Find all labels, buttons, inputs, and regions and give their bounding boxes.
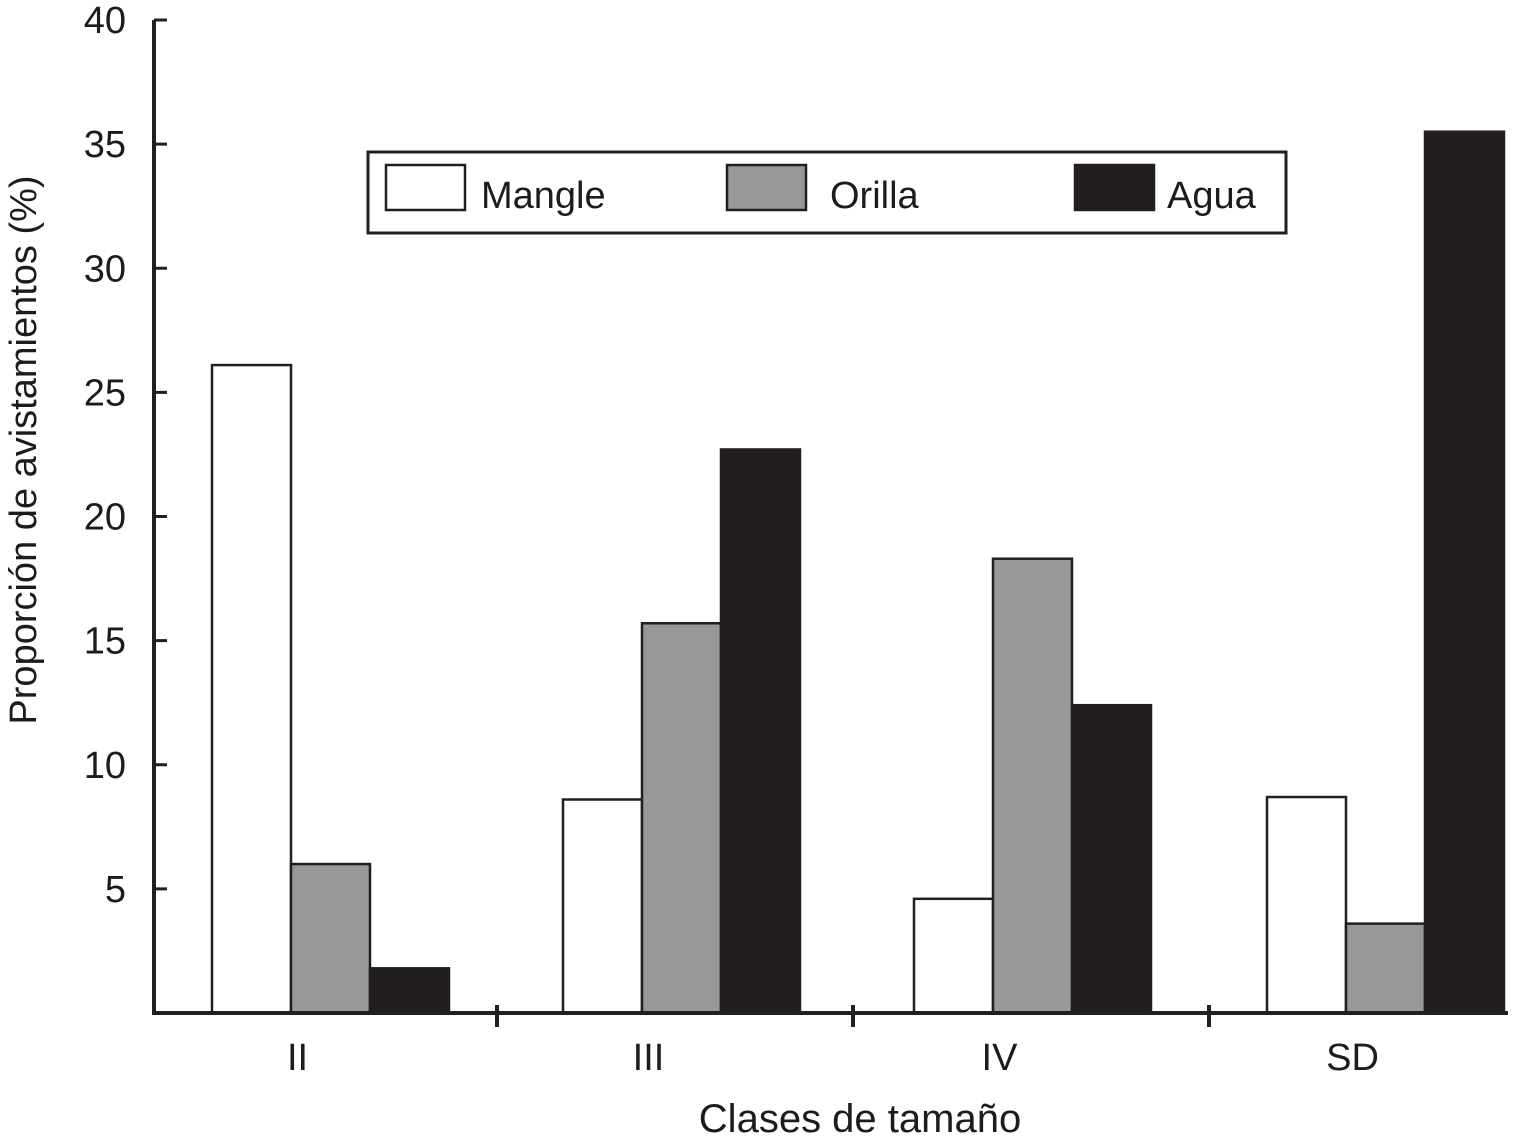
bar-mangle-iv	[912, 897, 995, 1015]
y-tick-label: 20	[84, 497, 126, 539]
bar-mangle-iii	[561, 798, 644, 1015]
bar-agua-sd	[1423, 130, 1506, 1015]
y-tick-label: 40	[84, 0, 126, 42]
y-tick-label: 30	[84, 248, 126, 290]
x-ticks: II III IV SD	[287, 1005, 1379, 1079]
legend-label-agua: Agua	[1167, 175, 1257, 217]
bars-layer	[210, 130, 1506, 1015]
x-tick-label: SD	[1326, 1037, 1379, 1079]
x-axis-label: Clases de tamaño	[699, 1097, 1021, 1141]
y-tick-label: 25	[84, 372, 126, 414]
bar-mangle-sd	[1265, 795, 1348, 1015]
bar-agua-iv	[1070, 703, 1153, 1015]
legend-label-mangle: Mangle	[481, 175, 606, 217]
bar-agua-iii	[719, 448, 802, 1015]
y-tick-label: 15	[84, 621, 126, 663]
x-tick-label: IV	[982, 1037, 1019, 1079]
bar-agua-ii	[368, 967, 451, 1015]
bar-orilla-sd	[1344, 922, 1427, 1015]
legend-swatch-orilla	[725, 163, 808, 212]
y-tick-label: 10	[84, 745, 126, 787]
y-ticks: 5 10 15 20 25 30 35 40	[84, 0, 167, 911]
y-axis-label: Proporción de avistamientos (%)	[3, 175, 45, 724]
y-tick-label: 35	[84, 124, 126, 166]
bar-orilla-iv	[991, 557, 1074, 1015]
legend: Mangle Orilla Agua	[366, 150, 1288, 235]
y-tick-label: 5	[105, 869, 126, 911]
legend-items: Mangle Orilla Agua	[384, 163, 1257, 217]
x-tick-label: II	[287, 1037, 308, 1079]
bar-orilla-ii	[289, 862, 372, 1015]
legend-swatch-agua	[1073, 163, 1156, 212]
bar-orilla-iii	[640, 621, 723, 1015]
legend-swatch-mangle	[384, 163, 467, 212]
x-tick-label: III	[633, 1037, 665, 1079]
bar-mangle-ii	[210, 363, 293, 1015]
legend-label-orilla: Orilla	[830, 175, 920, 217]
